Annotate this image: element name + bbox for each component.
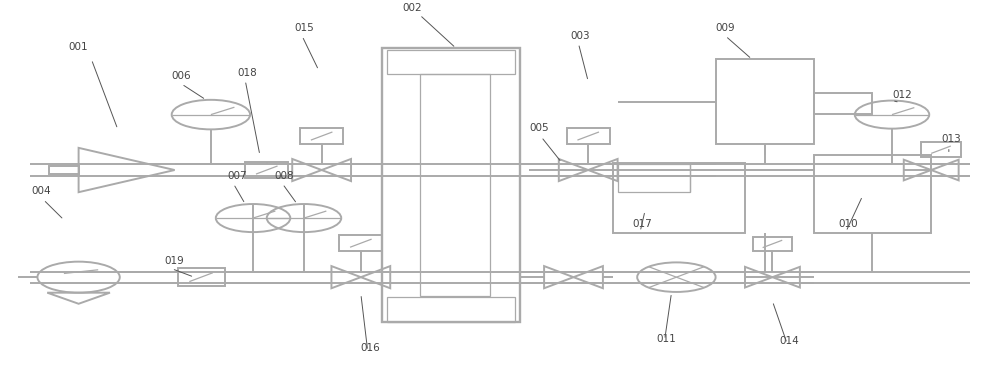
- Text: 018: 018: [237, 67, 257, 78]
- Text: 016: 016: [361, 343, 381, 353]
- Bar: [814, 93, 872, 115]
- Bar: [178, 268, 225, 286]
- Bar: [245, 162, 288, 178]
- Text: 019: 019: [165, 256, 185, 266]
- Text: 006: 006: [172, 71, 191, 81]
- Text: 010: 010: [838, 219, 858, 229]
- Bar: [382, 48, 520, 322]
- Text: 015: 015: [294, 23, 314, 33]
- Text: 008: 008: [275, 171, 294, 181]
- Bar: [613, 162, 745, 233]
- Bar: [753, 236, 792, 251]
- Text: 009: 009: [716, 23, 735, 33]
- Bar: [921, 142, 961, 157]
- Text: 005: 005: [529, 123, 549, 133]
- Bar: [387, 50, 515, 74]
- Text: 003: 003: [571, 31, 590, 41]
- Text: 001: 001: [69, 42, 88, 52]
- Text: 012: 012: [892, 90, 912, 100]
- Text: 013: 013: [941, 134, 961, 144]
- Bar: [618, 164, 690, 192]
- Bar: [567, 128, 610, 144]
- Text: 004: 004: [32, 186, 51, 196]
- Bar: [814, 155, 931, 233]
- Text: 007: 007: [228, 171, 247, 181]
- Bar: [339, 235, 382, 251]
- Bar: [716, 59, 814, 144]
- Bar: [300, 128, 343, 144]
- Text: 011: 011: [657, 334, 677, 344]
- Bar: [387, 297, 515, 322]
- Bar: [420, 74, 490, 296]
- Bar: [49, 166, 79, 175]
- Text: 002: 002: [402, 3, 422, 13]
- Text: 017: 017: [632, 219, 652, 229]
- Text: 014: 014: [779, 336, 799, 345]
